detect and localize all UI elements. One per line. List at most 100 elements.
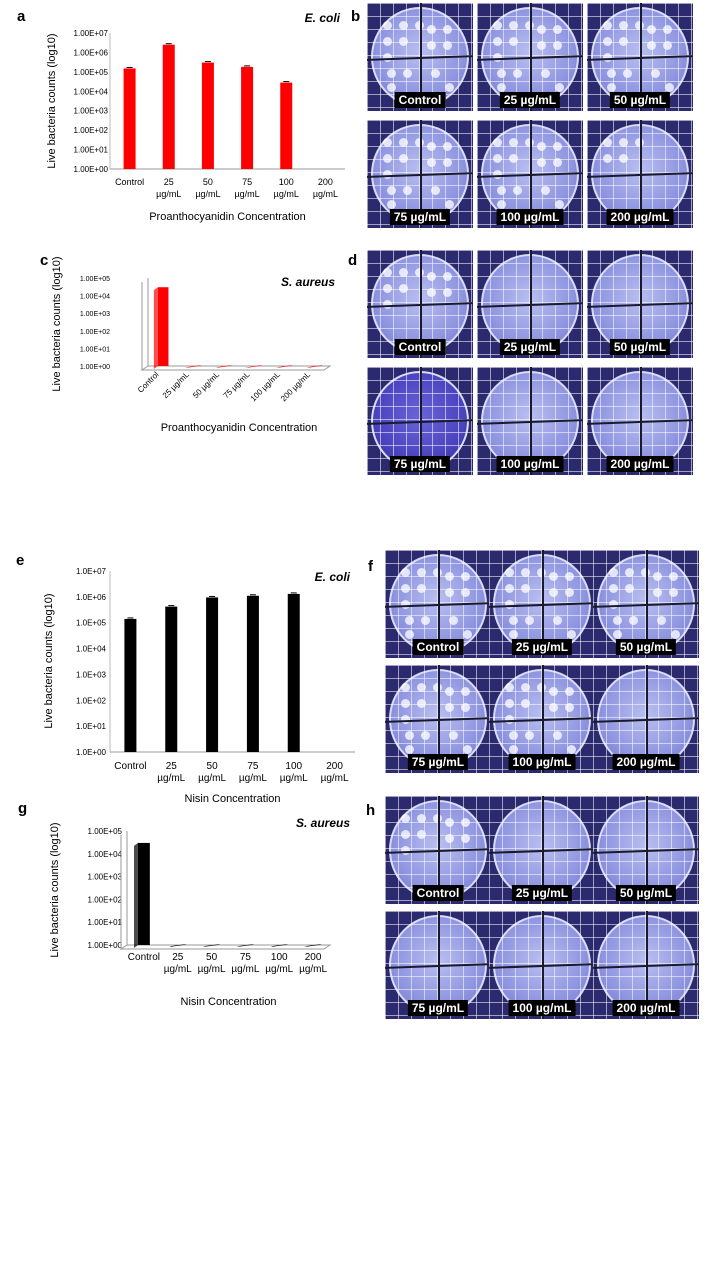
colony-spot: [433, 683, 442, 692]
agar-plate-f: 75 µg/mL: [385, 665, 491, 773]
colony-spot: [399, 268, 408, 277]
y-tick-label: 1.00E+05: [80, 276, 110, 283]
colony-spot: [565, 687, 574, 696]
x-tick-label: 100: [279, 177, 294, 187]
colony-spot: [525, 21, 534, 30]
colony-spot: [665, 83, 674, 92]
bar: [245, 365, 263, 368]
colony-spot: [521, 584, 530, 593]
colony-spot: [387, 186, 396, 195]
x-tick-label: 50: [206, 952, 218, 963]
x-tick-label-unit: µg/mL: [164, 964, 192, 975]
colony-spot: [383, 37, 392, 46]
colony-spot: [449, 616, 458, 625]
colony-spot: [401, 683, 410, 692]
colony-spot: [443, 142, 452, 151]
bar: [280, 82, 293, 169]
agar-plate-b: Control: [367, 3, 473, 111]
agar-plate-h: Control: [385, 796, 491, 904]
y-tick-label: 1.00E+03: [80, 311, 110, 318]
colony-spot: [619, 154, 628, 163]
bar-side: [153, 287, 158, 369]
floor-panel: [140, 365, 332, 371]
plate-label: 200 µg/mL: [612, 1000, 680, 1016]
x-tick-label: 75: [247, 761, 259, 772]
bar: [124, 618, 137, 752]
plate-label: 100 µg/mL: [496, 209, 564, 225]
y-tick-label: 1.00E+01: [80, 346, 110, 353]
y-tick-label: 1.00E+03: [88, 873, 123, 882]
colony-spot: [541, 186, 550, 195]
agar-plate-d: 200 µg/mL: [587, 367, 693, 475]
colony-spot: [417, 683, 426, 692]
agar-plate-f: 200 µg/mL: [593, 665, 699, 773]
colony-spot: [427, 288, 436, 297]
colony-spot: [445, 588, 454, 597]
colony-spot: [669, 588, 678, 597]
plate-label: 200 µg/mL: [612, 754, 680, 770]
colony-spot: [623, 69, 632, 78]
y-tick-label: 1.0E+05: [76, 619, 107, 628]
colony-spot: [509, 616, 518, 625]
bar: [165, 606, 178, 752]
x-axis-label: Nisin Concentration: [181, 996, 277, 1008]
x-tick-label-unit: µg/mL: [280, 773, 308, 784]
bar: [236, 944, 255, 947]
colony-spot: [427, 41, 436, 50]
bar: [157, 287, 169, 366]
colony-spot: [405, 616, 414, 625]
x-tick-label-unit: µg/mL: [313, 189, 338, 199]
colony-spot: [387, 69, 396, 78]
colony-spot: [427, 142, 436, 151]
colony-spot: [549, 588, 558, 597]
colony-spot: [567, 745, 576, 754]
panel-letter-c: c: [40, 252, 49, 269]
y-tick-label: 1.00E+02: [80, 329, 110, 336]
plate-label: 25 µg/mL: [511, 885, 573, 901]
colony-spot: [427, 25, 436, 34]
plate-label: 100 µg/mL: [508, 754, 576, 770]
colony-spot: [521, 683, 530, 692]
y-tick-label: 1.0E+00: [76, 748, 107, 757]
agar-plate-h: 100 µg/mL: [489, 911, 595, 1019]
plate-label: Control: [394, 339, 446, 355]
plate-label: 50 µg/mL: [609, 339, 671, 355]
colony-spot: [445, 703, 454, 712]
colony-spot: [525, 731, 534, 740]
colony-spot: [405, 630, 414, 639]
colony-spot: [383, 21, 392, 30]
colony-spot: [401, 830, 410, 839]
x-tick-label: 100 µg/mL: [249, 370, 283, 404]
colony-spot: [401, 568, 410, 577]
colony-spot: [445, 818, 454, 827]
colony-spot: [525, 138, 534, 147]
colony-spot: [433, 814, 442, 823]
y-axis-label: Live bacteria counts (log10): [43, 593, 55, 728]
bar: [287, 593, 300, 752]
floor-panel: [119, 944, 332, 950]
colony-spot: [445, 200, 454, 209]
colony-spot: [509, 138, 518, 147]
colony-spot: [415, 21, 424, 30]
colony-spot: [521, 568, 530, 577]
colony-spot: [505, 683, 514, 692]
colony-spot: [493, 138, 502, 147]
plate-label: 50 µg/mL: [615, 639, 677, 655]
plate-label: Control: [394, 92, 446, 108]
x-tick-label: 50: [207, 761, 219, 772]
colony-spot: [401, 584, 410, 593]
y-tick-label: 1.00E+04: [88, 850, 123, 859]
bar: [185, 365, 202, 368]
y-tick-label: 1.00E+03: [74, 107, 109, 116]
colony-spot: [657, 616, 666, 625]
y-axis-label: Live bacteria counts (log10): [51, 256, 63, 391]
colony-spot: [509, 630, 518, 639]
x-tick-label: 25: [164, 177, 174, 187]
x-tick-label-unit: µg/mL: [231, 964, 259, 975]
colony-spot: [463, 630, 472, 639]
plate-label: 25 µg/mL: [499, 92, 561, 108]
y-tick-label: 1.0E+04: [76, 645, 107, 654]
plate-label: 100 µg/mL: [508, 1000, 576, 1016]
agar-plate-d: 50 µg/mL: [587, 250, 693, 358]
colony-spot: [497, 83, 506, 92]
